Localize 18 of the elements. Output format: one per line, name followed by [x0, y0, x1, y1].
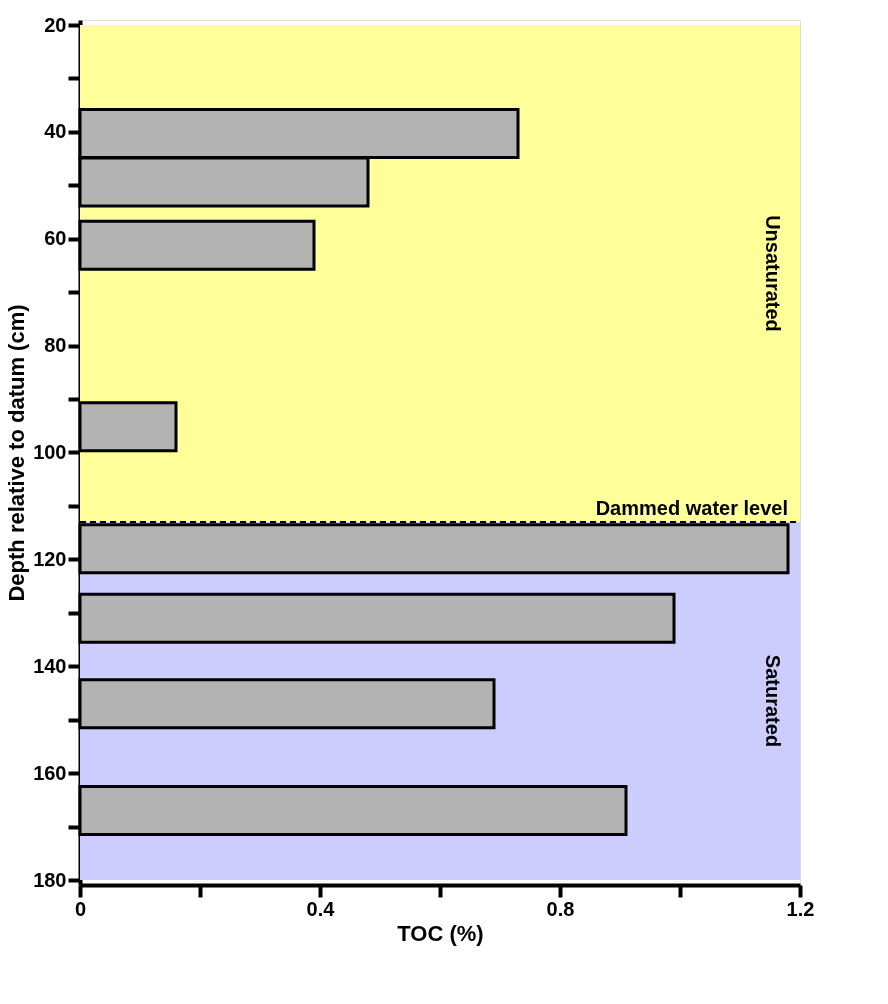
y-tick-label: 180	[33, 868, 67, 891]
band-label: Saturated	[762, 654, 784, 748]
x-axis-title: TOC (%)	[397, 920, 484, 946]
y-tick-label: 60	[44, 227, 67, 250]
x-tick-label: 0.4	[306, 897, 336, 920]
y-tick-label: 80	[44, 334, 67, 357]
y-axis-title: Depth relative to datum (cm)	[4, 304, 30, 602]
y-tick-label: 140	[33, 654, 67, 677]
x-tick-label: 0	[74, 897, 87, 920]
y-tick-label: 40	[44, 120, 67, 143]
x-tick-label: 0.8	[546, 897, 575, 920]
band-label: Unsaturated	[762, 215, 784, 332]
y-tick-label: 100	[33, 441, 67, 463]
y-tick-label: 120	[33, 547, 67, 570]
y-tick-label: 160	[33, 761, 67, 784]
x-tick-label: 1.2	[786, 897, 815, 920]
y-tick-label: 20	[44, 13, 67, 36]
ref-line-label: Dammed water level	[595, 496, 788, 519]
